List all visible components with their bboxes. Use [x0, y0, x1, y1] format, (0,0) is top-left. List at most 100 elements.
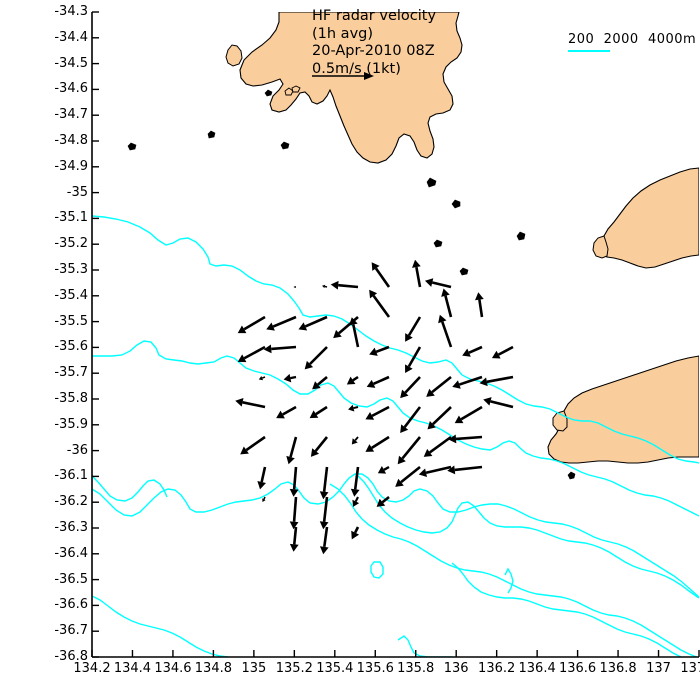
annotation-line-4: 0.5m/s (1kt) [312, 60, 401, 77]
vector-shaft [401, 436, 422, 460]
y-tick-label: -36.3 [54, 520, 88, 535]
y-tick-label: -36.8 [54, 649, 88, 664]
vector-head [333, 329, 342, 339]
current-vector [319, 466, 329, 500]
vector-head [322, 284, 326, 289]
vector-shaft [371, 405, 390, 418]
current-vector [448, 434, 483, 444]
vector-shaft [322, 466, 329, 492]
vector-head [237, 325, 247, 334]
vector-shaft [338, 316, 359, 335]
contour-deep-islet [370, 561, 384, 579]
vector-shaft [486, 375, 514, 384]
vector-shaft [458, 375, 483, 386]
current-vector [400, 376, 421, 399]
current-vector [237, 345, 266, 363]
current-vector [304, 346, 328, 370]
y-tick-label: -34.8 [54, 133, 88, 148]
current-vector [258, 376, 266, 381]
current-vector [365, 405, 390, 420]
vector-shaft [497, 345, 514, 356]
vector-head [438, 314, 447, 324]
vector-head [240, 446, 249, 455]
current-vector [427, 406, 452, 430]
vector-shaft [272, 315, 297, 328]
y-tick-label: -34.7 [54, 107, 88, 123]
land-islet-h [451, 199, 461, 209]
vector-shaft [352, 375, 359, 382]
bathymetry-layer [92, 215, 699, 657]
vector-shaft [490, 400, 514, 409]
vector-head [423, 448, 433, 457]
vector-head [447, 465, 456, 475]
vector-head [405, 333, 413, 342]
current-vector [400, 406, 422, 434]
x-tick-label: 137 [646, 661, 671, 676]
current-vector [376, 495, 390, 507]
x-tick-label: 134.8 [194, 661, 232, 676]
legend-color-bar [568, 50, 610, 52]
vector-head [319, 546, 329, 555]
vector-shaft [375, 345, 390, 354]
vector-head [454, 415, 464, 424]
vector-shaft [454, 465, 483, 472]
contour-deep-a [329, 483, 699, 657]
x-tick-label: 135.8 [397, 661, 435, 676]
x-tick-label: 134.2 [73, 661, 111, 676]
current-vector [286, 436, 298, 465]
y-tick-label: -35.5 [54, 313, 88, 329]
vector-head [289, 543, 299, 552]
current-vector [395, 465, 421, 487]
vector-head [448, 434, 457, 444]
vector-shaft [353, 406, 359, 410]
vector-shaft [429, 435, 452, 454]
vector-head [289, 521, 299, 530]
vector-shaft [371, 435, 390, 449]
x-tick-label: 136.8 [599, 661, 637, 676]
current-vector [237, 315, 266, 334]
legend-label-2000: 2000 [603, 32, 639, 47]
land-islet-e [127, 142, 137, 151]
vector-shaft [468, 345, 483, 354]
current-vector [352, 496, 360, 507]
vector-head [310, 448, 320, 457]
y-tick-label: -35.1 [54, 210, 88, 226]
vector-shaft [374, 267, 391, 288]
vector-head [418, 468, 428, 478]
current-vector [351, 526, 360, 540]
current-vector [333, 316, 359, 339]
current-vector [369, 345, 390, 356]
current-vector [319, 526, 329, 555]
land-islet-k [459, 267, 469, 276]
land-islet-j [516, 231, 526, 241]
current-vector [350, 466, 360, 497]
land-islet-d [207, 130, 216, 139]
vector-head [262, 498, 266, 502]
y-tick-label: -34.3 [54, 4, 88, 19]
current-vector [438, 314, 453, 348]
current-vector [454, 405, 483, 424]
vector-head [369, 347, 378, 356]
land-islet-g [426, 177, 437, 188]
current-vector [371, 262, 391, 288]
vector-head [479, 377, 488, 387]
vector-shaft [352, 324, 360, 348]
vector-head [286, 455, 295, 465]
land-islet-i [433, 239, 443, 248]
y-tick-label: -36.5 [54, 571, 88, 587]
contour-shelf-loop [92, 475, 168, 502]
contour-deep-e [92, 595, 229, 657]
vector-head [452, 380, 461, 389]
vector-head [237, 354, 247, 363]
x-tick-label: 134.6 [154, 661, 192, 676]
vector-head [293, 286, 295, 288]
contour-4000m [92, 473, 699, 598]
vector-head [426, 388, 435, 397]
current-vector [479, 375, 514, 387]
y-tick-label: -34.4 [54, 29, 88, 45]
vector-head [376, 498, 386, 507]
vector-shaft [271, 345, 297, 351]
reference-vector [312, 72, 374, 80]
legend-label-200: 200 [568, 32, 595, 47]
